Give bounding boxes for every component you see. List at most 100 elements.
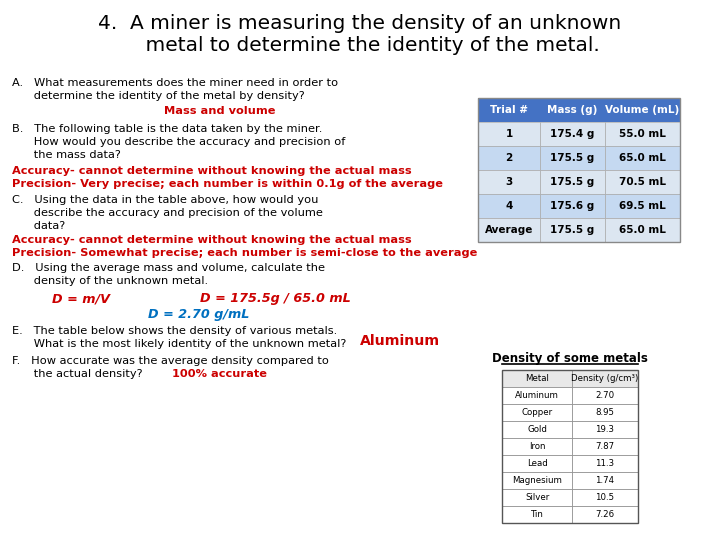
Text: Density (g/cm³): Density (g/cm³)	[572, 374, 639, 383]
Bar	[478, 218, 540, 242]
Text: 55.0 mL: 55.0 mL	[619, 129, 666, 139]
Bar	[572, 455, 638, 472]
Text: 2.70: 2.70	[595, 391, 615, 400]
Text: Silver: Silver	[525, 493, 549, 502]
Text: 69.5 mL: 69.5 mL	[619, 201, 666, 211]
Bar	[502, 404, 572, 421]
Text: 175.5 g: 175.5 g	[550, 225, 595, 235]
Text: determine the identity of the metal by density?: determine the identity of the metal by d…	[12, 91, 305, 101]
Text: A.   What measurements does the miner need in order to: A. What measurements does the miner need…	[12, 78, 338, 88]
Text: 7.87: 7.87	[595, 442, 615, 451]
Bar	[540, 218, 605, 242]
Bar	[478, 146, 540, 170]
Text: E.   The table below shows the density of various metals.: E. The table below shows the density of …	[12, 326, 337, 336]
Bar	[572, 421, 638, 438]
Text: 175.5 g: 175.5 g	[550, 177, 595, 187]
Text: 10.5: 10.5	[595, 493, 615, 502]
Text: How would you describe the accuracy and precision of: How would you describe the accuracy and …	[12, 137, 346, 147]
Bar	[502, 472, 572, 489]
Text: 2: 2	[505, 153, 513, 163]
Text: Lead: Lead	[526, 459, 547, 468]
Bar	[502, 455, 572, 472]
Text: 1.74: 1.74	[595, 476, 615, 485]
Text: 100% accurate: 100% accurate	[172, 369, 267, 379]
Text: Tin: Tin	[531, 510, 544, 519]
Bar	[540, 170, 605, 194]
Text: 19.3: 19.3	[595, 425, 614, 434]
Bar	[478, 194, 540, 218]
Text: density of the unknown metal.: density of the unknown metal.	[12, 276, 208, 286]
Bar	[502, 370, 638, 523]
Bar	[540, 146, 605, 170]
Text: 8.95: 8.95	[595, 408, 614, 417]
Bar	[502, 438, 572, 455]
Text: describe the accuracy and precision of the volume: describe the accuracy and precision of t…	[12, 208, 323, 218]
Text: Metal: Metal	[525, 374, 549, 383]
Text: Precision- Somewhat precise; each number is semi-close to the average: Precision- Somewhat precise; each number…	[12, 248, 477, 258]
Bar	[605, 122, 680, 146]
Bar	[572, 387, 638, 404]
Text: 3: 3	[505, 177, 513, 187]
Bar	[605, 194, 680, 218]
Text: the actual density?: the actual density?	[12, 369, 143, 379]
Text: D = 175.5g / 65.0 mL: D = 175.5g / 65.0 mL	[200, 292, 351, 305]
Text: data?: data?	[12, 221, 66, 231]
Bar	[572, 489, 638, 506]
Text: 7.26: 7.26	[595, 510, 615, 519]
Text: 70.5 mL: 70.5 mL	[619, 177, 666, 187]
Bar	[502, 387, 572, 404]
Text: metal to determine the identity of the metal.: metal to determine the identity of the m…	[120, 36, 600, 55]
Bar	[540, 122, 605, 146]
Bar	[478, 170, 540, 194]
Bar	[605, 218, 680, 242]
Text: Aluminum: Aluminum	[360, 334, 440, 348]
Bar	[540, 194, 605, 218]
Text: Trial #: Trial #	[490, 105, 528, 115]
Text: D = 2.70 g/mL: D = 2.70 g/mL	[148, 308, 249, 321]
Text: What is the most likely identity of the unknown metal?: What is the most likely identity of the …	[12, 339, 346, 349]
Text: 175.4 g: 175.4 g	[550, 129, 595, 139]
Bar	[572, 370, 638, 387]
Text: Copper: Copper	[521, 408, 552, 417]
Bar	[572, 472, 638, 489]
Text: 4.  A miner is measuring the density of an unknown: 4. A miner is measuring the density of a…	[99, 14, 621, 33]
Text: 1: 1	[505, 129, 513, 139]
Bar	[572, 404, 638, 421]
Bar	[605, 98, 680, 122]
Text: D.   Using the average mass and volume, calculate the: D. Using the average mass and volume, ca…	[12, 263, 325, 273]
Text: Aluminum: Aluminum	[515, 391, 559, 400]
Text: B.   The following table is the data taken by the miner.: B. The following table is the data taken…	[12, 124, 323, 134]
Text: Average: Average	[485, 225, 534, 235]
Text: F.   How accurate was the average density compared to: F. How accurate was the average density …	[12, 356, 329, 366]
Text: Iron: Iron	[528, 442, 545, 451]
Text: Precision- Very precise; each number is within 0.1g of the average: Precision- Very precise; each number is …	[12, 179, 443, 189]
Bar	[502, 489, 572, 506]
Bar	[605, 170, 680, 194]
Bar	[478, 98, 680, 242]
Bar	[478, 122, 540, 146]
Text: Mass and volume: Mass and volume	[164, 106, 276, 116]
Text: Accuracy- cannot determine without knowing the actual mass: Accuracy- cannot determine without knowi…	[12, 235, 412, 245]
Text: 175.6 g: 175.6 g	[550, 201, 595, 211]
Text: 65.0 mL: 65.0 mL	[619, 153, 666, 163]
Bar	[540, 98, 605, 122]
Text: C.   Using the data in the table above, how would you: C. Using the data in the table above, ho…	[12, 195, 318, 205]
Text: Magnesium: Magnesium	[512, 476, 562, 485]
Text: Gold: Gold	[527, 425, 547, 434]
Bar	[502, 370, 572, 387]
Text: Mass (g): Mass (g)	[547, 105, 598, 115]
Text: D = m/V: D = m/V	[52, 292, 110, 305]
Text: 175.5 g: 175.5 g	[550, 153, 595, 163]
Text: Density of some metals: Density of some metals	[492, 352, 648, 365]
Bar	[605, 146, 680, 170]
Text: Volume (mL): Volume (mL)	[606, 105, 680, 115]
Bar	[572, 438, 638, 455]
Text: 65.0 mL: 65.0 mL	[619, 225, 666, 235]
Text: 11.3: 11.3	[595, 459, 615, 468]
Bar	[572, 506, 638, 523]
Text: the mass data?: the mass data?	[12, 150, 121, 160]
Bar	[502, 421, 572, 438]
Text: Accuracy- cannot determine without knowing the actual mass: Accuracy- cannot determine without knowi…	[12, 166, 412, 176]
Bar	[478, 98, 540, 122]
Bar	[502, 506, 572, 523]
